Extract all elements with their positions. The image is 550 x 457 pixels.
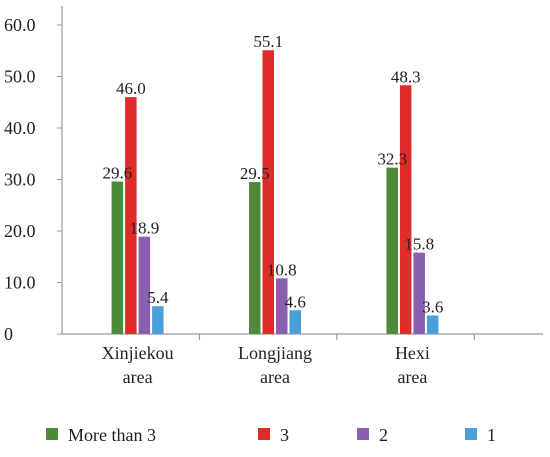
bar (289, 310, 302, 334)
data-label: 4.6 (285, 292, 306, 311)
bar (262, 50, 275, 335)
y-tick-label: 10.0 (4, 273, 36, 293)
data-label: 29.5 (240, 164, 270, 183)
legend-label: 1 (487, 425, 496, 445)
data-label: 32.3 (377, 150, 407, 169)
category-label: Longjiang (238, 343, 312, 363)
chart-bars (111, 50, 439, 335)
data-label: 18.9 (129, 219, 159, 238)
category-label: Hexi (395, 343, 430, 363)
y-tick-label: 30.0 (4, 170, 36, 190)
data-label: 5.4 (147, 288, 169, 307)
data-label: 29.6 (102, 164, 132, 183)
data-label: 15.8 (404, 235, 434, 254)
category-label: area (397, 367, 427, 387)
data-label: 46.0 (116, 79, 146, 98)
data-label: 10.8 (267, 260, 297, 279)
bar (125, 97, 137, 334)
category-label: Xinjiekou (102, 343, 174, 363)
y-tick-label: 60.0 (4, 15, 36, 35)
category-label: area (123, 367, 153, 387)
y-tick-label: 20.0 (4, 221, 36, 241)
data-label: 48.3 (391, 67, 421, 86)
bar (426, 315, 439, 334)
legend-label: 2 (379, 425, 388, 445)
legend-swatch (258, 428, 270, 440)
bar (399, 85, 412, 334)
data-label: 55.1 (253, 32, 283, 51)
category-label: area (260, 367, 290, 387)
bar (276, 278, 288, 334)
bar (386, 167, 398, 334)
bar (111, 181, 124, 334)
y-tick-label: 0 (4, 324, 13, 344)
data-label: 3.6 (422, 297, 443, 316)
legend-label: 3 (280, 425, 289, 445)
legend-swatch (46, 428, 58, 440)
y-tick-label: 50.0 (4, 67, 36, 87)
bar (413, 252, 425, 334)
y-tick-label: 40.0 (4, 118, 36, 138)
data-labels: 29.6 46.0 18.9 5.4 29.5 55.1 10.8 4.6 32.3 48.3 15… (102, 32, 443, 316)
y-tick-labels: 0 10.0 20.0 30.0 40.0 50.0 60.0 (4, 15, 36, 344)
legend-swatch (357, 428, 369, 440)
bar (249, 182, 261, 334)
bar (152, 306, 164, 334)
legend-label: More than 3 (68, 425, 156, 445)
chart-legend: More than 3 3 2 1 (46, 425, 496, 445)
category-labels: Xinjiekou area Longjiang area Hexi area (102, 343, 430, 387)
bar (138, 236, 151, 334)
legend-swatch (465, 428, 477, 440)
